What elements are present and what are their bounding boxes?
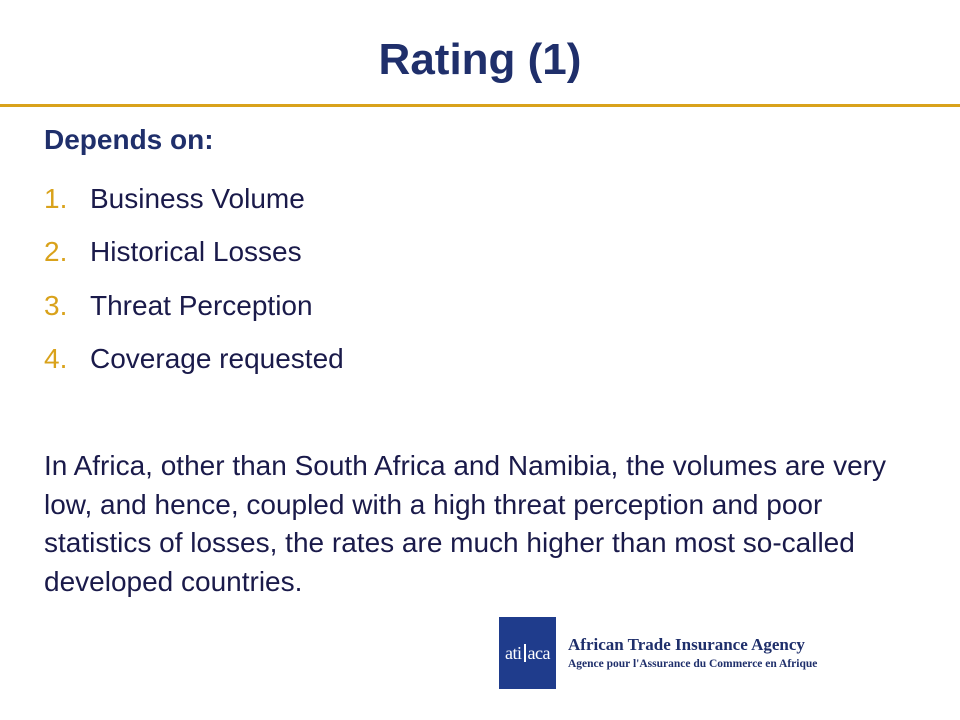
list-item: 4. Coverage requested (44, 333, 344, 387)
ati-logo: ati aca African Trade Insurance Agency Ag… (499, 617, 819, 689)
title-divider (0, 104, 960, 107)
logo-tagline: Agence pour l'Assurance du Commerce en A… (568, 658, 818, 670)
list-item: 1. Business Volume (44, 172, 344, 226)
slide-title: Rating (1) (378, 35, 582, 84)
logo-mark-right: aca (527, 642, 551, 663)
list-number: 4. (44, 343, 68, 375)
logo-name: African Trade Insurance Agency (568, 635, 805, 654)
body-paragraph: In Africa, other than South Africa and N… (44, 450, 886, 597)
list-item-label: Business Volume (90, 182, 305, 214)
list-number: 2. (44, 236, 68, 268)
logo-mark-divider (523, 644, 526, 662)
subheading: Depends on: (44, 124, 214, 155)
logo-mark-left: ati (505, 642, 522, 663)
logo-mark: ati aca (499, 617, 556, 689)
list-item-label: Historical Losses (90, 236, 302, 268)
list-item: 2. Historical Losses (44, 226, 344, 280)
list-number: 1. (44, 182, 68, 214)
list-item-label: Threat Perception (90, 289, 313, 321)
list-item-label: Coverage requested (90, 343, 344, 375)
list-number: 3. (44, 289, 68, 321)
logo-text: African Trade Insurance Agency Agence po… (568, 634, 817, 672)
factor-list: 1. Business Volume 2. Historical Losses … (44, 172, 344, 386)
list-item: 3. Threat Perception (44, 279, 344, 333)
